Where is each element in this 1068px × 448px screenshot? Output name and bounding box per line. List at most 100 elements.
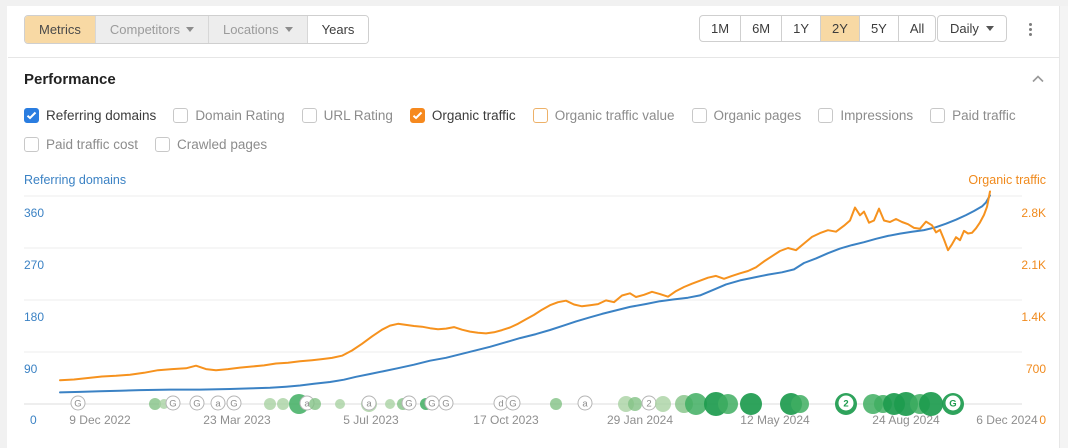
metric-label: Crawled pages <box>177 137 268 152</box>
x-tick-label: 9 Dec 2022 <box>69 413 131 427</box>
event-badge-letter: d <box>498 399 503 410</box>
event-dot[interactable] <box>628 397 642 411</box>
metric-label: Paid traffic cost <box>46 137 139 152</box>
metric-organic-traffic-value[interactable]: Organic traffic value <box>532 108 675 123</box>
toolbar-tab-group: Metrics Competitors Locations Years <box>24 15 370 44</box>
range-button-5y[interactable]: 5Y <box>858 15 899 42</box>
metric-organic-traffic[interactable]: Organic traffic <box>409 108 516 123</box>
event-badge-letter: a <box>304 399 310 410</box>
caret-down-icon <box>284 27 293 32</box>
checkbox-organic-traffic[interactable] <box>409 108 425 123</box>
metric-label: Impressions <box>840 108 914 123</box>
left-axis-title: Referring domains <box>24 173 127 187</box>
event-badge[interactable] <box>505 395 521 411</box>
event-badge-letter: G <box>405 399 412 410</box>
check-icon <box>412 111 423 120</box>
x-tick-label: 12 May 2024 <box>740 413 810 427</box>
metric-paid-traffic-cost[interactable]: Paid traffic cost <box>24 137 138 152</box>
checkbox-organic-pages[interactable] <box>691 108 707 123</box>
checkbox-referring-domains[interactable] <box>24 108 39 123</box>
event-badge[interactable] <box>577 395 593 411</box>
event-badge[interactable] <box>438 395 454 411</box>
event-dot[interactable] <box>550 398 562 410</box>
event-badge[interactable] <box>189 395 205 411</box>
caret-down-icon <box>985 26 994 31</box>
checkbox-organic-traffic-value[interactable] <box>532 108 548 123</box>
checkbox-domain-rating[interactable] <box>173 108 189 123</box>
event-dot[interactable] <box>385 399 395 409</box>
event-dot[interactable] <box>740 393 762 415</box>
event-badge[interactable] <box>401 395 417 411</box>
y-tick-right: 700 <box>1026 362 1046 376</box>
metric-domain-rating[interactable]: Domain Rating <box>173 108 285 123</box>
tab-locations[interactable]: Locations <box>207 16 307 43</box>
section-title: Performance <box>24 71 116 88</box>
toolbar-divider <box>8 57 1059 58</box>
event-dot[interactable] <box>335 399 345 409</box>
y-tick-right: 2.8K <box>1021 206 1046 220</box>
event-badge[interactable] <box>70 395 86 411</box>
event-dot[interactable] <box>718 394 738 414</box>
event-dot[interactable] <box>309 398 321 410</box>
event-badge-letter: a <box>582 399 588 410</box>
checkbox-crawled-pages[interactable] <box>155 137 171 152</box>
right-axis-title: Organic traffic <box>968 173 1046 187</box>
interval-dropdown[interactable]: Daily <box>937 15 1007 42</box>
event-badge-letter: 2 <box>843 399 848 410</box>
event-dot[interactable] <box>149 398 161 410</box>
event-badge-letter: 2 <box>646 399 651 410</box>
event-dot[interactable] <box>919 392 943 416</box>
metric-organic-pages[interactable]: Organic pages <box>691 108 802 123</box>
performance-chart[interactable]: 360 270 180 90 0 2.8K 2.1K 1.4K 700 0 9 Dec 2022 23… <box>24 188 1046 446</box>
event-badge-letter: a <box>215 399 221 410</box>
event-badge[interactable] <box>361 395 377 411</box>
metric-label: Domain Rating <box>195 108 285 123</box>
metric-referring-domains[interactable]: Referring domains <box>24 108 156 123</box>
tab-years[interactable]: Years <box>306 16 369 43</box>
tab-competitors[interactable]: Competitors <box>94 16 208 43</box>
event-dot[interactable] <box>655 396 671 412</box>
metric-label: Organic pages <box>713 108 802 123</box>
event-badge[interactable] <box>210 395 226 411</box>
metric-label: URL Rating <box>323 108 393 123</box>
event-badge-letter: G <box>169 399 176 410</box>
range-button-2y[interactable]: 2Y <box>820 15 860 42</box>
range-button-6m[interactable]: 6M <box>740 15 783 42</box>
scrollbar[interactable] <box>1059 6 1068 448</box>
range-button-1y[interactable]: 1Y <box>781 15 822 42</box>
y-tick-right: 1.4K <box>1021 310 1046 324</box>
event-badge[interactable] <box>945 395 961 411</box>
metric-label: Organic traffic value <box>554 108 675 123</box>
event-dot[interactable] <box>791 395 809 413</box>
collapse-chevron-up-icon[interactable] <box>1030 72 1046 86</box>
check-icon <box>26 111 37 120</box>
page-edge-top <box>0 0 1068 6</box>
event-badge-letter: G <box>509 399 516 410</box>
tab-metrics[interactable]: Metrics <box>25 16 95 43</box>
y-tick-right: 2.1K <box>1021 258 1046 272</box>
event-badge-letter: G <box>230 399 237 410</box>
checkbox-paid-traffic[interactable] <box>930 108 946 123</box>
checkbox-paid-traffic-cost[interactable] <box>24 137 39 152</box>
event-badge-letter: G <box>74 399 81 410</box>
x-tick-label: 23 Mar 2023 <box>203 413 271 427</box>
event-badge[interactable] <box>226 395 242 411</box>
kebab-menu-icon[interactable] <box>1021 19 1039 39</box>
event-dot[interactable] <box>685 393 707 415</box>
range-button-1m[interactable]: 1M <box>699 15 742 42</box>
metric-paid-traffic[interactable]: Paid traffic <box>930 108 1016 123</box>
checkbox-impressions[interactable] <box>818 108 834 123</box>
metric-crawled-pages[interactable]: Crawled pages <box>155 137 267 152</box>
metric-url-rating[interactable]: URL Rating <box>301 108 393 123</box>
event-dot[interactable] <box>264 398 276 410</box>
range-button-all[interactable]: All <box>897 15 937 42</box>
y-tick-left: 270 <box>24 258 44 272</box>
event-badge[interactable] <box>838 395 854 411</box>
event-badge[interactable] <box>165 395 181 411</box>
y-tick-left: 90 <box>24 362 38 376</box>
event-dot[interactable] <box>277 398 289 410</box>
metric-impressions[interactable]: Impressions <box>818 108 913 123</box>
page-edge-left <box>0 0 7 448</box>
y-tick-left: 360 <box>24 206 44 220</box>
checkbox-url-rating[interactable] <box>301 108 317 123</box>
